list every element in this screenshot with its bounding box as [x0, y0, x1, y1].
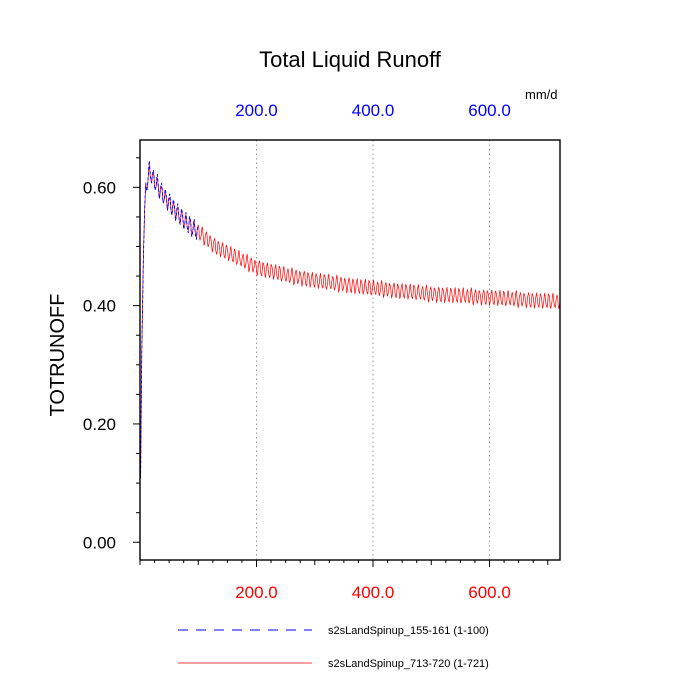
y-tick-label-3: 0.60 — [83, 178, 116, 197]
axis-ticks: 200.0 400.0 600.0 200.0 400.0 600.0 0.00 0.20 0.… — [83, 101, 549, 602]
x-bottom-tick-label-2: 600.0 — [468, 583, 511, 602]
x-top-tick-label-2: 600.0 — [468, 101, 511, 120]
y-axis-label: TOTRUNOFF — [47, 294, 69, 417]
x-top-tick-label-0: 200.0 — [235, 101, 278, 120]
y-tick-label-2: 0.40 — [83, 297, 116, 316]
x-top-tick-label-1: 400.0 — [352, 101, 395, 120]
series-line-0 — [140, 164, 561, 479]
legend-label-1: s2sLandSpinup_713-720 (1-721) — [328, 658, 489, 670]
legend: s2sLandSpinup_155-161 (1-100) s2sLandSpin… — [178, 625, 489, 670]
y-tick-label-0: 0.00 — [83, 533, 116, 552]
y-tick-label-1: 0.20 — [83, 415, 116, 434]
x-bottom-tick-label-0: 200.0 — [235, 583, 278, 602]
legend-label-0: s2sLandSpinup_155-161 (1-100) — [328, 625, 489, 637]
chart-title: Total Liquid Runoff — [259, 47, 442, 72]
series-line-1 — [140, 160, 199, 479]
plot-frame — [139, 139, 561, 561]
series-layer — [140, 160, 561, 479]
x-bottom-tick-label-1: 400.0 — [352, 583, 395, 602]
units-label: mm/d — [525, 87, 558, 102]
